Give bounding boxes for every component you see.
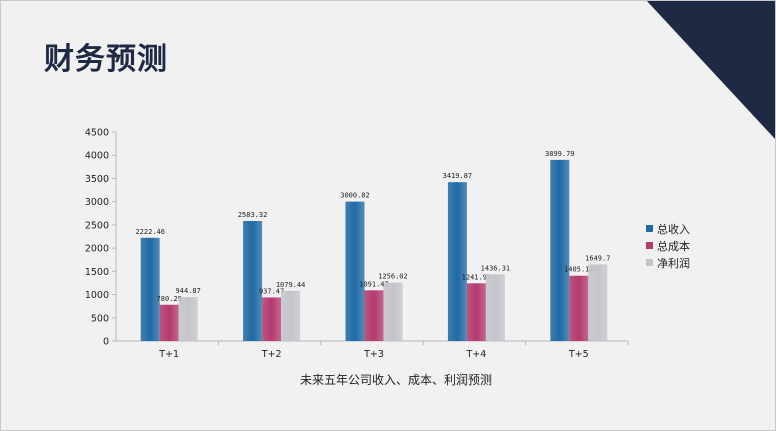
x-tick-label: T+5 bbox=[568, 349, 589, 360]
bar-cost bbox=[159, 304, 179, 341]
data-label-profit: 1256.02 bbox=[378, 273, 408, 281]
data-label-cost: 937.47 bbox=[259, 287, 284, 295]
chart-caption: 未来五年公司收入、成本、利润预测 bbox=[299, 373, 492, 387]
x-tick-label: T+2 bbox=[261, 349, 282, 360]
y-tick-label: 2000 bbox=[85, 244, 109, 255]
legend-swatch-profit bbox=[646, 259, 653, 266]
y-tick-label: 1000 bbox=[85, 290, 109, 301]
bar-cost bbox=[466, 283, 486, 341]
slide-title: 财务预测 bbox=[44, 42, 168, 77]
data-label-revenue: 2222.46 bbox=[135, 228, 165, 236]
legend-item-cost: 总成本 bbox=[646, 237, 690, 254]
legend-label-cost: 总成本 bbox=[657, 239, 690, 253]
bar-cost bbox=[569, 275, 589, 341]
y-tick-label: 500 bbox=[91, 313, 109, 324]
data-label-profit: 1649.7 bbox=[585, 254, 610, 262]
bar-profit bbox=[588, 264, 608, 341]
data-label-revenue: 3419.87 bbox=[443, 172, 473, 180]
y-tick-label: 4500 bbox=[85, 128, 109, 139]
bar-profit bbox=[485, 274, 505, 341]
chart-legend: 总收入 总成本 净利润 bbox=[646, 220, 690, 271]
data-label-profit: 1436.31 bbox=[481, 264, 511, 272]
bar-cost bbox=[364, 290, 384, 341]
data-label-revenue: 3899.79 bbox=[545, 150, 575, 158]
bar-revenue bbox=[447, 182, 467, 341]
y-tick-label: 1500 bbox=[85, 267, 109, 278]
data-label-revenue: 3000.82 bbox=[340, 192, 370, 200]
legend-item-profit: 净利润 bbox=[646, 254, 690, 271]
bar-revenue bbox=[243, 221, 263, 341]
data-label-cost: 780.29 bbox=[157, 295, 182, 303]
bar-revenue bbox=[140, 237, 160, 341]
data-label-profit: 944.87 bbox=[176, 287, 201, 295]
bar-revenue bbox=[550, 159, 570, 341]
x-tick-label: T+3 bbox=[363, 349, 384, 360]
legend-swatch-revenue bbox=[646, 225, 653, 232]
y-tick-label: 3500 bbox=[85, 174, 109, 185]
bar-profit bbox=[178, 297, 198, 341]
bar-cost bbox=[262, 297, 282, 341]
legend-item-revenue: 总收入 bbox=[646, 220, 690, 237]
x-tick-label: T+1 bbox=[158, 349, 179, 360]
bar-profit bbox=[281, 290, 301, 341]
y-tick-label: 4000 bbox=[85, 151, 109, 162]
data-label-cost: 1241.97 bbox=[462, 273, 492, 281]
x-tick-label: T+4 bbox=[465, 349, 486, 360]
data-label-cost: 1405.12 bbox=[564, 266, 594, 274]
bar-revenue bbox=[345, 201, 365, 341]
data-label-cost: 1091.47 bbox=[359, 280, 389, 288]
legend-label-revenue: 总收入 bbox=[657, 222, 690, 236]
y-tick-label: 2500 bbox=[85, 220, 109, 231]
y-tick-label: 3000 bbox=[85, 197, 109, 208]
legend-label-profit: 净利润 bbox=[657, 256, 690, 270]
legend-swatch-cost bbox=[646, 242, 653, 249]
y-tick-label: 0 bbox=[103, 337, 109, 348]
bar-profit bbox=[383, 282, 403, 341]
corner-decoration bbox=[646, 0, 776, 140]
data-label-profit: 1079.44 bbox=[276, 281, 306, 289]
data-label-revenue: 2583.32 bbox=[238, 211, 268, 219]
